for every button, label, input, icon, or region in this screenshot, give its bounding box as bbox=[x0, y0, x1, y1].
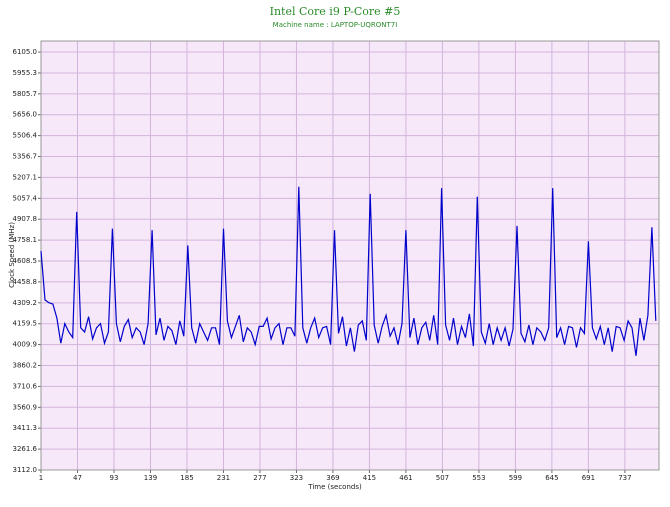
y-tick-label: 4907.8 bbox=[13, 215, 38, 223]
x-tick-label: 93 bbox=[110, 474, 119, 482]
data-line bbox=[40, 186, 657, 356]
y-tick-label: 4458.8 bbox=[13, 278, 38, 286]
y-tick-label: 3112.0 bbox=[13, 466, 38, 474]
plot-area bbox=[40, 40, 660, 471]
y-axis-label: Clock Speed (MHz) bbox=[8, 222, 16, 288]
x-tick-label: 645 bbox=[545, 474, 558, 482]
x-tick-label: 1 bbox=[39, 474, 43, 482]
x-tick-label: 599 bbox=[509, 474, 522, 482]
y-tick-label: 3710.6 bbox=[13, 382, 38, 390]
x-tick-label: 553 bbox=[472, 474, 485, 482]
chart-title: Intel Core i9 P-Core #5 bbox=[270, 5, 401, 18]
y-tick-label: 5656.0 bbox=[13, 111, 38, 119]
y-tick-label: 4758.1 bbox=[13, 236, 38, 244]
y-tick-label: 5356.7 bbox=[13, 153, 38, 161]
y-tick-label: 5955.3 bbox=[13, 69, 38, 77]
x-tick-label: 139 bbox=[144, 474, 157, 482]
y-tick-label: 5506.4 bbox=[13, 132, 38, 140]
x-tick-label: 415 bbox=[363, 474, 376, 482]
y-tick-label: 3860.2 bbox=[13, 362, 38, 370]
y-tick-label: 5805.7 bbox=[13, 90, 38, 98]
x-tick-label: 691 bbox=[582, 474, 595, 482]
y-tick-label: 5207.1 bbox=[13, 173, 38, 181]
x-tick-label: 507 bbox=[436, 474, 449, 482]
y-tick-label: 4608.5 bbox=[13, 257, 38, 265]
y-tick-label: 4309.2 bbox=[13, 299, 38, 307]
x-axis-label: Time (seconds) bbox=[307, 483, 362, 491]
x-tick-label: 323 bbox=[290, 474, 303, 482]
x-tick-label: 47 bbox=[73, 474, 82, 482]
y-tick-label: 3411.3 bbox=[13, 424, 38, 432]
x-tick-label: 461 bbox=[399, 474, 412, 482]
x-tick-label: 231 bbox=[217, 474, 230, 482]
x-tick-label: 185 bbox=[180, 474, 193, 482]
x-tick-label: 369 bbox=[326, 474, 339, 482]
y-tick-label: 3261.6 bbox=[13, 445, 38, 453]
x-tick-label: 277 bbox=[253, 474, 266, 482]
x-tick-label: 737 bbox=[618, 474, 631, 482]
y-tick-label: 3560.9 bbox=[13, 403, 38, 411]
chart-subtitle: Machine name : LAPTOP-UQRONT7I bbox=[273, 21, 398, 29]
y-tick-label: 6105.0 bbox=[13, 48, 38, 56]
y-tick-label: 4009.9 bbox=[13, 341, 38, 349]
y-tick-label: 5057.4 bbox=[13, 194, 38, 202]
y-tick-label: 4159.5 bbox=[13, 320, 38, 328]
